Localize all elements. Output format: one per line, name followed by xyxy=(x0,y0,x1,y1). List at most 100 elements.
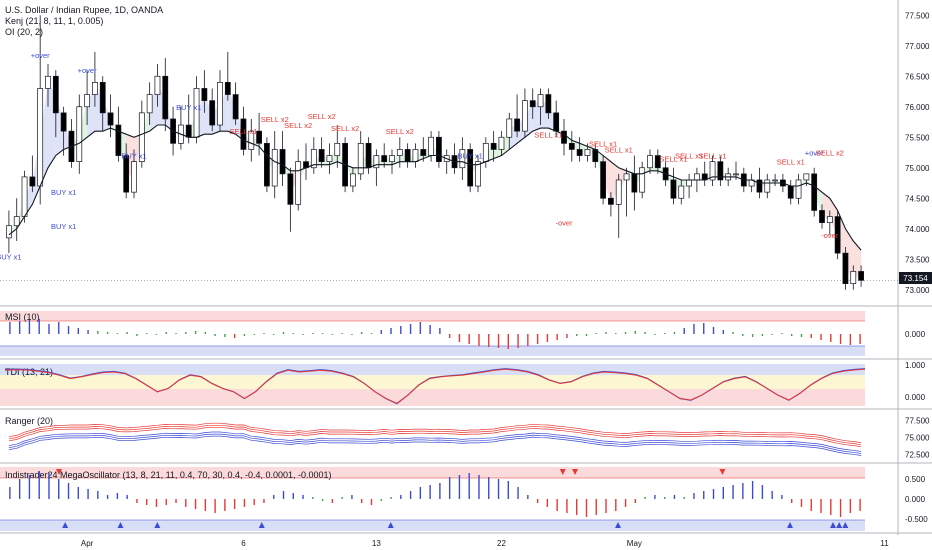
signal-label: -over xyxy=(555,219,573,228)
time-tick-label: May xyxy=(627,539,642,548)
ranger-band-line xyxy=(8,435,862,456)
candle-body xyxy=(310,149,317,169)
candle-body xyxy=(537,94,544,108)
signal-label: BUY x1 xyxy=(176,103,201,112)
candle-body xyxy=(772,179,778,182)
kijun-line xyxy=(8,124,862,251)
signal-label: -over xyxy=(821,231,839,240)
signal-label: SELL x2 xyxy=(816,149,844,158)
ranger-band-line xyxy=(8,422,862,443)
ranger-band-line xyxy=(8,433,862,454)
cloud-segment xyxy=(532,100,541,132)
candle-body xyxy=(248,130,255,150)
time-tick-label: 13 xyxy=(372,539,381,548)
candle-body xyxy=(600,161,606,199)
msi-tick-label: 0.000 xyxy=(905,330,926,339)
candle-body xyxy=(92,81,98,95)
candle-body xyxy=(482,143,489,163)
mega-tick-label: 0.000 xyxy=(905,495,926,504)
candle-body xyxy=(99,81,106,114)
signal-label: SELL x2 xyxy=(284,121,312,130)
candle-body xyxy=(29,176,36,187)
signal-label: SELL x1 xyxy=(777,158,805,167)
time-tick-label: Apr xyxy=(81,539,94,548)
candle-body xyxy=(131,161,137,193)
msi-title: MSI (10) xyxy=(5,312,40,322)
candle-body xyxy=(185,124,192,138)
candle-body xyxy=(115,124,122,156)
candle-body xyxy=(123,155,130,193)
candle-body xyxy=(217,81,223,126)
cloud-segment xyxy=(736,173,744,180)
tdi-title: TDI (13, 21) xyxy=(5,367,53,377)
time-tick-label: 22 xyxy=(497,539,506,548)
price-tick-label: 74.500 xyxy=(905,194,930,203)
candle-body xyxy=(209,100,216,126)
chart-legend: U.S. Dollar / Indian Rupee, 1D, OANDA Ke… xyxy=(5,5,163,37)
price-tick-label: 73.000 xyxy=(905,286,930,295)
candle-body xyxy=(45,75,51,89)
candle-body xyxy=(647,155,653,169)
signal-label: SELL x1 xyxy=(659,155,687,164)
mega-up-marker xyxy=(154,522,161,528)
signal-label: BUY x1 xyxy=(121,152,146,161)
candle-body xyxy=(389,155,395,163)
candle-body xyxy=(279,149,286,175)
candle-body xyxy=(326,155,333,163)
symbol-title: U.S. Dollar / Indian Rupee, 1D, OANDA xyxy=(5,5,163,15)
mega-upper-band xyxy=(0,467,865,478)
candle-body xyxy=(709,161,716,181)
time-tick-label: 6 xyxy=(241,539,246,548)
last-price-value: 73.154 xyxy=(903,274,928,283)
mega-tick-label: 0.500 xyxy=(905,475,926,484)
candle-body xyxy=(373,155,380,169)
candle-body xyxy=(224,81,231,95)
signal-label: SELL x1 xyxy=(605,146,633,155)
candle-body xyxy=(764,179,771,193)
candle-body xyxy=(412,149,419,162)
candle-body xyxy=(350,173,356,187)
mega-down-marker xyxy=(559,469,566,475)
price-tick-label: 75.500 xyxy=(905,133,930,142)
candle-body xyxy=(803,173,810,181)
candle-body xyxy=(623,173,630,181)
candle-body xyxy=(842,252,849,284)
candle-body xyxy=(404,149,411,162)
candle-body xyxy=(576,149,583,156)
candle-body xyxy=(475,161,481,187)
signal-label: BUY x1 xyxy=(458,152,483,161)
indicator-kenj-label: Kenj (21, 8, 11, 1, 0.005) xyxy=(5,16,103,26)
candle-body xyxy=(756,179,763,193)
candle-body xyxy=(436,136,442,162)
signal-label: SELL x1 xyxy=(534,130,562,139)
mega-up-marker xyxy=(787,522,794,528)
tdi-upper-band xyxy=(0,364,865,375)
candle-body xyxy=(811,173,818,211)
mega-up-marker xyxy=(117,522,124,528)
candle-body xyxy=(819,210,825,223)
candle-body xyxy=(834,216,841,254)
candle-body xyxy=(264,143,270,187)
candle-body xyxy=(467,149,474,187)
price-tick-label: 76.000 xyxy=(905,103,930,112)
candle-body xyxy=(545,94,552,114)
candle-body xyxy=(318,149,325,162)
ranger-title: Ranger (20) xyxy=(5,416,53,426)
candle-body xyxy=(162,75,169,120)
mega-down-marker xyxy=(56,469,63,475)
tdi-pane: TDI (13, 21) 1.000 0.000 xyxy=(0,361,926,406)
cloud-segment xyxy=(227,88,236,135)
candle-body xyxy=(146,94,153,114)
ranger-tick-label: 75.000 xyxy=(905,434,930,443)
last-price-badge xyxy=(899,272,932,284)
ranger-band-line xyxy=(8,424,862,446)
candle-body xyxy=(295,161,302,205)
candle-body xyxy=(608,197,614,205)
mega-down-marker xyxy=(719,469,726,475)
signal-label: SELL x2 xyxy=(386,127,414,136)
candle-body xyxy=(13,216,20,227)
candle-body xyxy=(498,136,505,150)
candle-body xyxy=(858,271,864,281)
candle-body xyxy=(561,130,567,144)
